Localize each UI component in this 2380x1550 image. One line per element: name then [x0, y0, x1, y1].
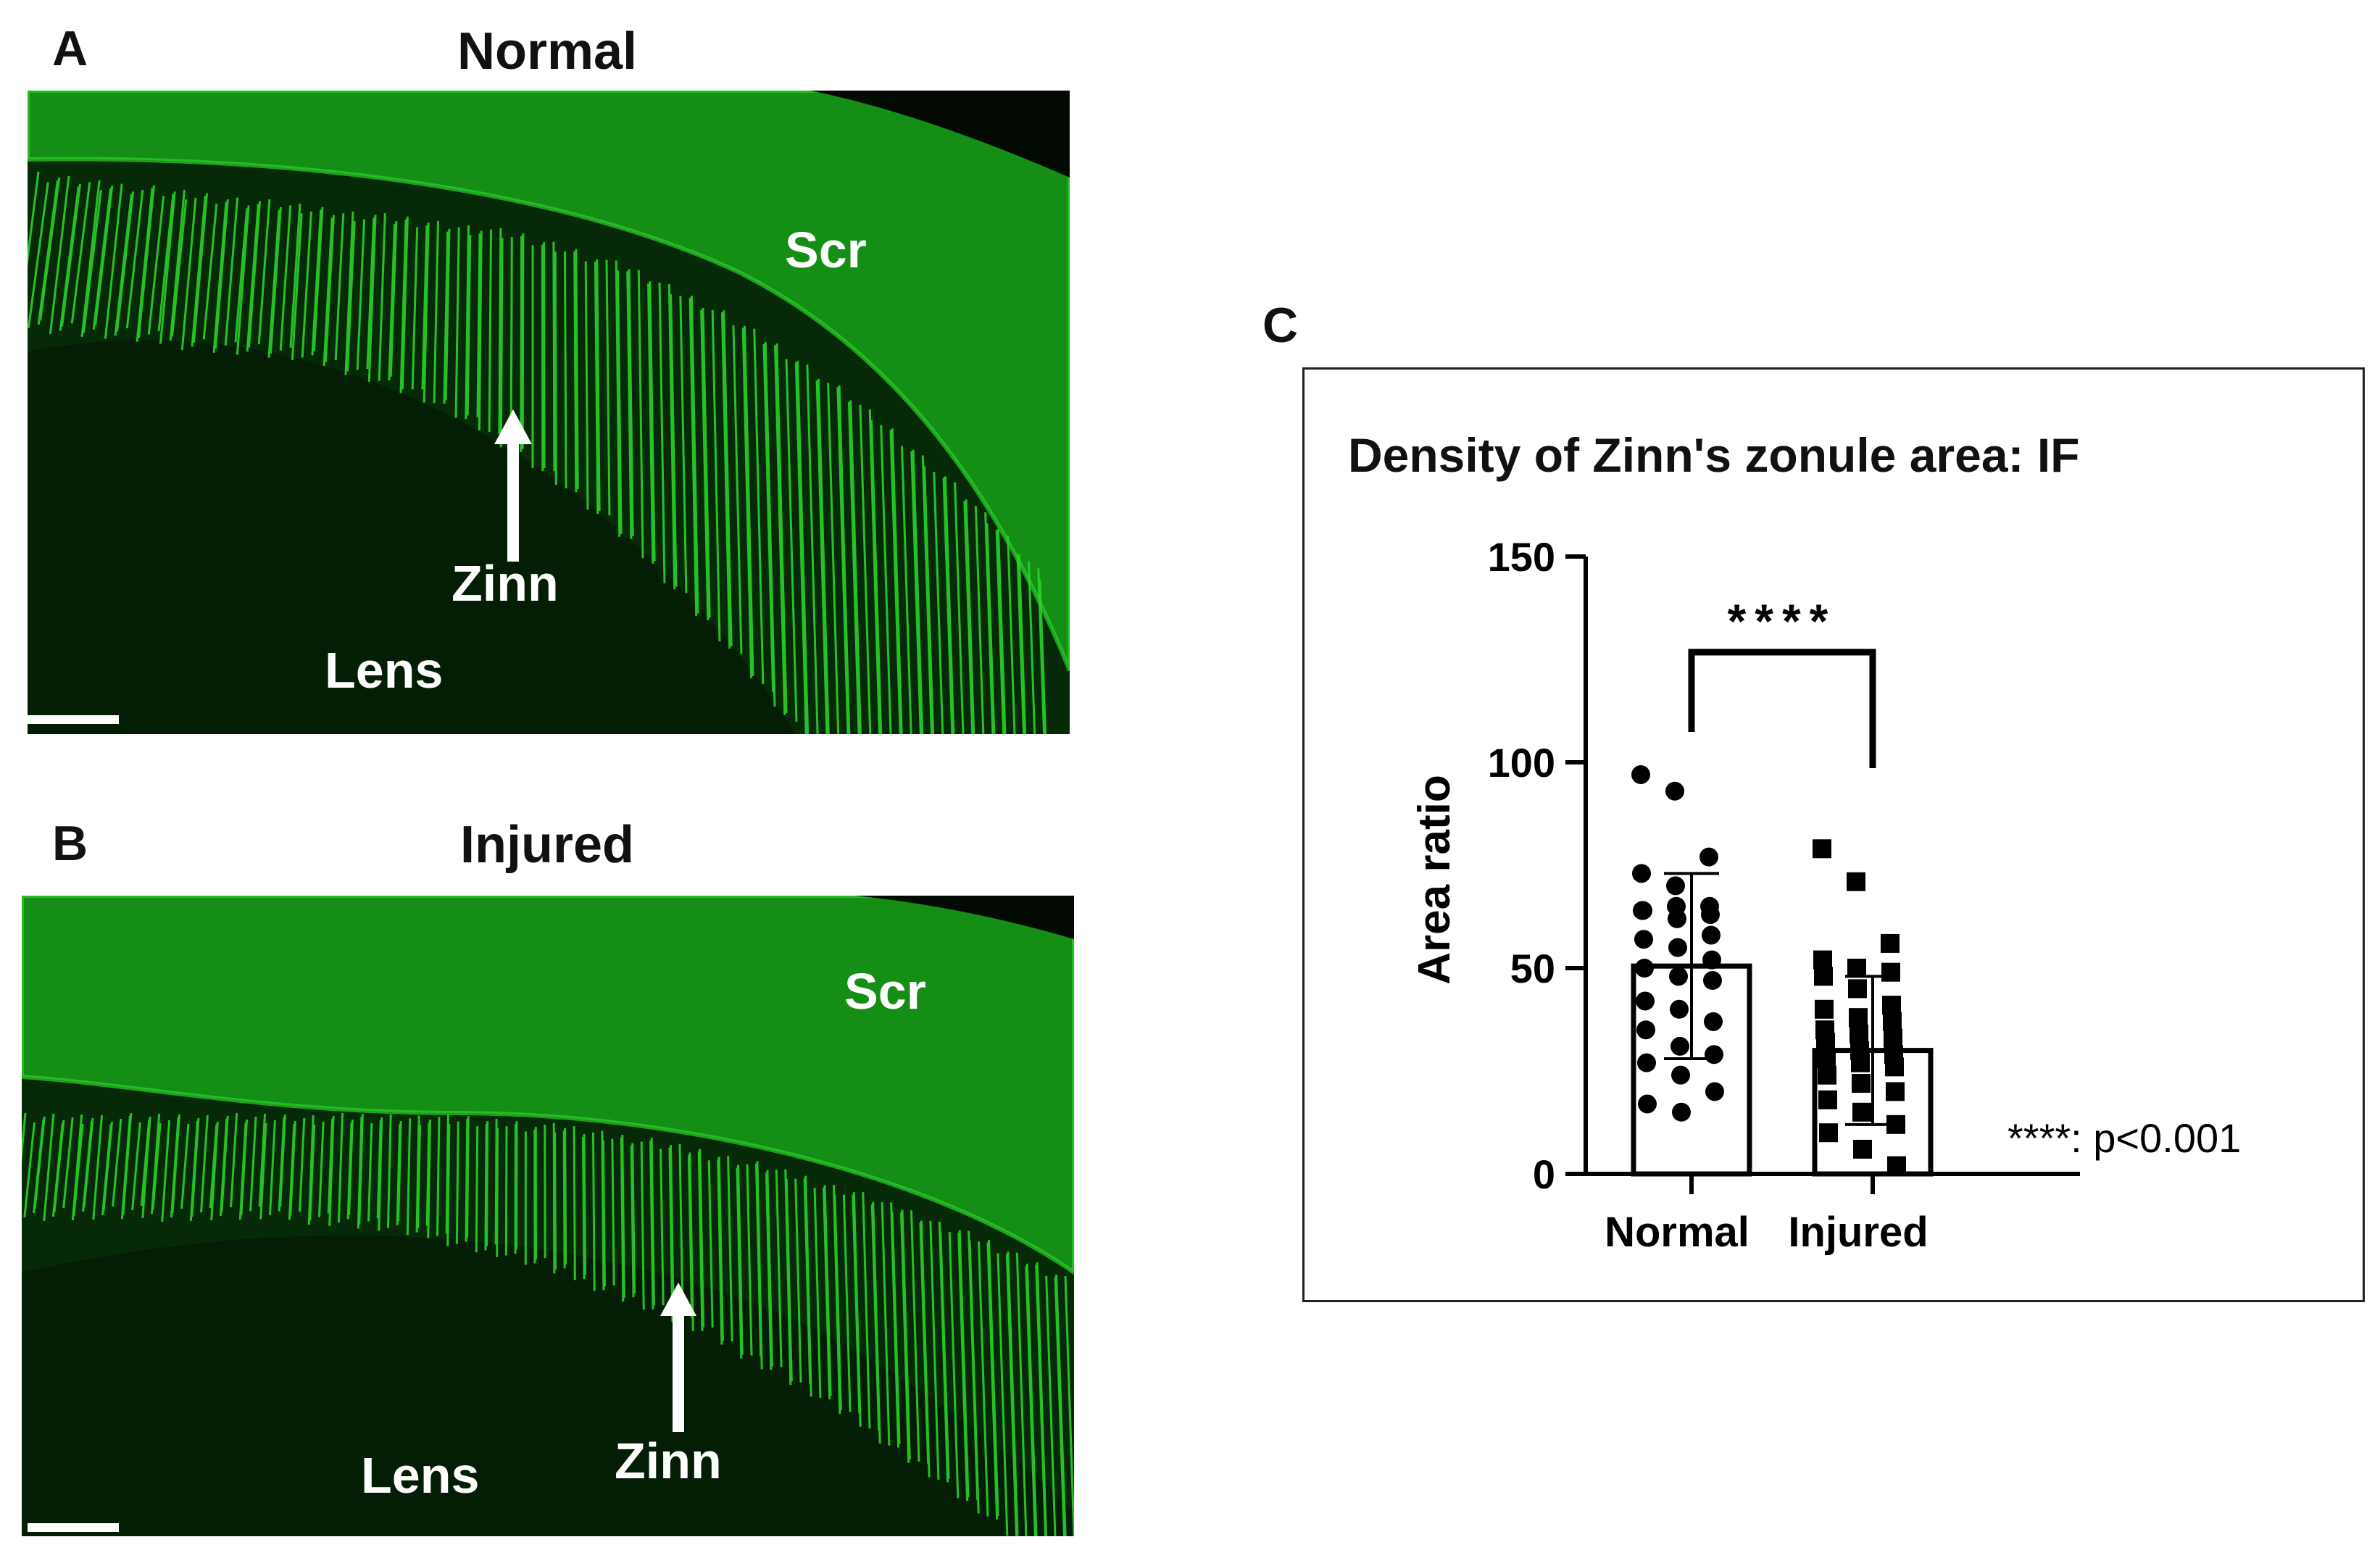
- data-point: [1847, 959, 1866, 978]
- data-point: [1887, 1156, 1906, 1175]
- zinn-label: Zinn: [452, 555, 559, 612]
- x-tick-label: Injured: [1788, 1209, 1928, 1256]
- data-point: [1883, 1012, 1902, 1031]
- y-tick-label: 50: [1510, 946, 1555, 991]
- data-point: [1702, 950, 1721, 970]
- data-point: [1885, 1057, 1904, 1077]
- scr-label: Scr: [844, 963, 926, 1020]
- data-point: [1672, 1102, 1691, 1122]
- data-point: [1670, 1036, 1689, 1056]
- lens-label: Lens: [325, 642, 444, 699]
- lens-label: Lens: [361, 1447, 480, 1504]
- bar-chart: 0 50 100 150 Area ratio Normal Injured **** ****…: [1410, 534, 2241, 1256]
- data-point: [1631, 765, 1650, 785]
- significance-stars: ****: [1728, 594, 1837, 648]
- data-point: [1635, 959, 1654, 978]
- data-point: [1632, 864, 1651, 883]
- data-point: [1881, 933, 1900, 953]
- zinn-arrow: [660, 1283, 696, 1432]
- data-point: [1670, 999, 1689, 1019]
- data-point: [1671, 1065, 1690, 1085]
- data-point: [1850, 1024, 1868, 1043]
- data-point: [1819, 1123, 1838, 1143]
- data-point: [1851, 1053, 1870, 1072]
- y-tick-label: 100: [1488, 740, 1555, 786]
- data-point: [1703, 971, 1722, 991]
- data-point: [1853, 1139, 1872, 1159]
- data-point: [1852, 1102, 1871, 1122]
- data-point: [1847, 872, 1865, 891]
- data-point: [1637, 1053, 1656, 1072]
- data-point: [1814, 967, 1833, 986]
- panel-b-label: B: [52, 816, 88, 871]
- data-point: [1849, 1008, 1868, 1028]
- zinn-arrow: [494, 409, 532, 562]
- panel-c-label: C: [1262, 298, 1299, 353]
- data-point: [1668, 909, 1686, 928]
- scale-bar: [28, 715, 119, 724]
- data-point: [1816, 1033, 1835, 1052]
- data-point: [1813, 950, 1832, 970]
- data-point: [1705, 1082, 1724, 1101]
- data-point: [1702, 925, 1720, 945]
- data-point: [1705, 1045, 1723, 1064]
- data-point: [1701, 905, 1720, 925]
- data-point: [1884, 1028, 1902, 1048]
- micrograph-normal: Scr Lens Zinn: [28, 91, 1070, 734]
- y-axis-label: Area ratio: [1410, 775, 1460, 984]
- data-point: [1666, 876, 1685, 896]
- data-point: [1818, 1090, 1837, 1109]
- data-point: [1817, 1049, 1836, 1068]
- data-point: [1882, 996, 1901, 1015]
- data-point: [1818, 1065, 1836, 1085]
- panel-a-label: A: [52, 21, 88, 76]
- data-point: [1634, 901, 1652, 920]
- data-point: [1881, 962, 1900, 982]
- chart-title: Density of Zinn's zonule area: IF: [1348, 428, 2080, 482]
- panel-b-title: Injured: [459, 816, 634, 874]
- data-point: [1815, 999, 1834, 1019]
- footnote: ****: p<0.001: [2007, 1115, 2241, 1161]
- scale-bar: [28, 1523, 119, 1532]
- significance-bracket: [1688, 649, 1876, 768]
- zinn-label: Zinn: [615, 1433, 722, 1489]
- chart-panel: Density of Zinn's zonule area: IF 0 50 100…: [1302, 367, 2365, 1302]
- data-point: [1886, 1082, 1905, 1101]
- data-point: [1848, 979, 1867, 999]
- data-point: [1699, 847, 1718, 867]
- panel-a-title: Normal: [457, 22, 638, 80]
- data-point: [1638, 1094, 1657, 1114]
- data-point: [1636, 991, 1655, 1011]
- data-point: [1668, 938, 1687, 957]
- scr-label: Scr: [785, 222, 867, 278]
- data-point: [1704, 1012, 1723, 1031]
- x-tick-label: Normal: [1605, 1209, 1749, 1256]
- data-point: [1813, 839, 1831, 859]
- data-point: [1669, 967, 1688, 986]
- micrograph-injured: Scr Lens Zinn: [22, 896, 1074, 1536]
- data-point: [1665, 781, 1684, 801]
- data-point: [1852, 1074, 1871, 1093]
- y-tick-label: 150: [1488, 534, 1555, 580]
- data-point: [1886, 1114, 1905, 1134]
- data-point: [1636, 1020, 1655, 1040]
- y-tick-label: 0: [1533, 1151, 1555, 1197]
- data-point: [1634, 930, 1653, 949]
